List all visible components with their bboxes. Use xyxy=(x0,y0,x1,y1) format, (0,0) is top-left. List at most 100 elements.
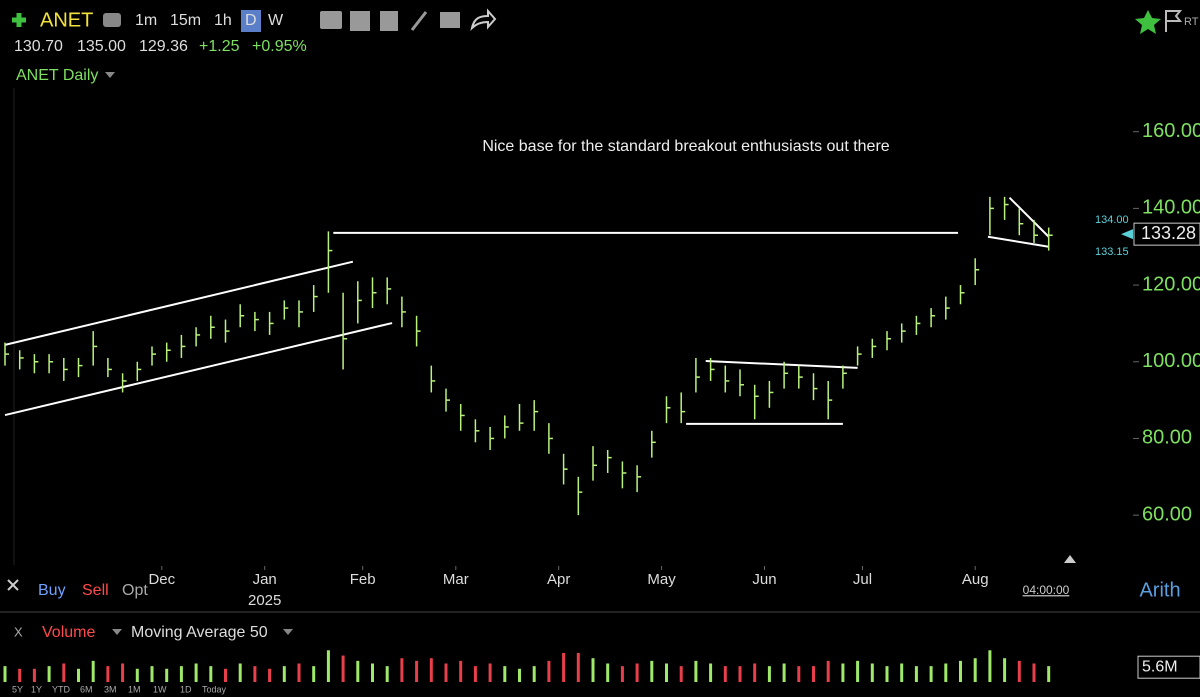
range-bar: 5Y 1Y YTD 6M 3M 1M 1W 1D Today xyxy=(12,684,227,694)
last-price: 133.28 xyxy=(1141,223,1196,243)
change: +1.25 xyxy=(199,38,240,55)
trend-line xyxy=(705,360,858,369)
volume-bar xyxy=(518,668,521,682)
volume-bar xyxy=(209,666,213,682)
volume-bar xyxy=(473,666,477,682)
icon[interactable] xyxy=(410,11,428,31)
icon[interactable] xyxy=(103,13,121,27)
interval[interactable]: 1h xyxy=(214,12,232,29)
volume-bar xyxy=(870,663,874,682)
change-pct: +0.95% xyxy=(252,38,307,55)
x-tick-label: Mar xyxy=(443,571,469,588)
sell-button[interactable]: Sell xyxy=(82,582,109,599)
interval[interactable]: 1m xyxy=(135,12,157,29)
range-button[interactable]: 1M xyxy=(128,684,141,694)
volume-bar xyxy=(150,666,154,682)
dropdown-icon[interactable] xyxy=(112,629,122,635)
volume-bar xyxy=(371,663,374,682)
icon[interactable] xyxy=(350,11,370,31)
volume-header: X Volume Moving Average 50 xyxy=(14,624,293,641)
annotation: Nice base for the standard breakout enth… xyxy=(482,138,889,155)
range-button[interactable]: Today xyxy=(202,684,227,694)
volume-bar xyxy=(944,663,948,682)
share-icon[interactable] xyxy=(470,8,497,32)
volume-bar xyxy=(18,668,22,682)
range-button[interactable]: 1Y xyxy=(31,684,42,694)
dropdown-icon[interactable] xyxy=(105,72,115,78)
volume-bar xyxy=(253,666,257,682)
volume-bar xyxy=(709,663,713,682)
volume-bar xyxy=(62,663,66,682)
volume-bar xyxy=(121,663,125,682)
volume-bar xyxy=(77,668,80,682)
volume-bar xyxy=(91,660,95,682)
star-icon[interactable] xyxy=(1135,10,1161,34)
volume-bar xyxy=(179,666,183,682)
interval[interactable]: W xyxy=(268,12,284,29)
volume-bar xyxy=(929,666,933,682)
icon[interactable] xyxy=(380,11,398,31)
volume-bar xyxy=(1047,666,1051,682)
icon[interactable] xyxy=(440,12,460,28)
volume-bar xyxy=(562,652,566,682)
chart-title[interactable]: ANET Daily xyxy=(16,67,98,84)
volume-bar xyxy=(282,666,286,682)
volume-bar xyxy=(753,663,757,682)
y-tick-label: 140.00 xyxy=(1142,197,1200,219)
range-button[interactable]: 5Y xyxy=(12,684,23,694)
volume-bar xyxy=(135,668,139,682)
range-button[interactable]: 3M xyxy=(104,684,117,694)
trend-line xyxy=(4,322,393,417)
volume-title[interactable]: Volume xyxy=(42,624,95,641)
close-x[interactable]: X xyxy=(14,624,23,639)
y-tick-label: 60.00 xyxy=(1142,503,1192,525)
volume-bar xyxy=(826,660,830,682)
volume-bar xyxy=(914,666,918,682)
volume-bar xyxy=(606,663,610,682)
scale-toggle[interactable]: Arith xyxy=(1139,579,1180,601)
volume-bar xyxy=(635,663,639,682)
x-tick-label: Apr xyxy=(547,571,570,588)
low: 129.36 xyxy=(139,38,188,55)
volume-bar xyxy=(429,658,433,682)
time-label: 04:00:00 xyxy=(1023,583,1070,597)
volume-bar xyxy=(900,663,904,682)
volume-bar xyxy=(547,660,551,682)
buy-button[interactable]: Buy xyxy=(38,582,66,599)
y-tick-label: 100.00 xyxy=(1142,350,1200,372)
x-tick-label: Feb xyxy=(350,571,376,588)
range-button[interactable]: 1D xyxy=(180,684,192,694)
range-button[interactable]: YTD xyxy=(52,684,71,694)
y-tick-label: 80.00 xyxy=(1142,427,1192,449)
opt-button[interactable]: Opt xyxy=(122,582,148,599)
volume-bar xyxy=(665,663,668,682)
range-button[interactable]: 6M xyxy=(80,684,93,694)
add-icon[interactable] xyxy=(12,13,26,27)
x-tick-label: Jan xyxy=(253,571,277,588)
volume-bar xyxy=(856,660,860,682)
volume-bar xyxy=(268,668,272,682)
interval[interactable]: 15m xyxy=(170,12,201,29)
flag-icon[interactable] xyxy=(1165,10,1183,32)
icon[interactable] xyxy=(320,11,342,29)
volume-bar xyxy=(694,660,698,682)
range-button[interactable]: 1W xyxy=(153,684,167,694)
interval[interactable]: D xyxy=(245,12,257,29)
volume-bar xyxy=(767,666,771,682)
volume-bar xyxy=(797,666,801,682)
icon[interactable] xyxy=(7,579,19,591)
symbol[interactable]: ANET xyxy=(40,9,93,31)
high: 135.00 xyxy=(77,38,126,55)
dropdown-icon[interactable] xyxy=(283,629,293,635)
volume-bar xyxy=(312,666,316,682)
indicator[interactable]: Moving Average 50 xyxy=(131,624,268,641)
active-interval[interactable] xyxy=(241,10,261,32)
volume-bar xyxy=(723,666,727,682)
scroll-icon[interactable] xyxy=(1064,555,1076,563)
volume-label: 5.6M xyxy=(1142,658,1178,675)
volume-bar xyxy=(679,666,683,682)
volume-bar xyxy=(1017,660,1021,682)
volume-bar xyxy=(415,660,419,682)
